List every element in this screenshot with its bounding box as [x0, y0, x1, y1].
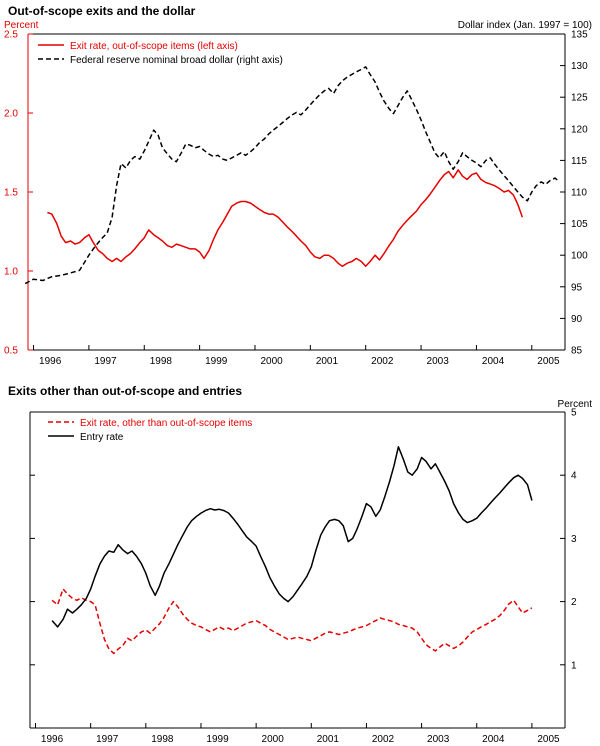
right-axis-unit-label-bottom: Percent [558, 399, 593, 410]
x-tick-label: 1998 [150, 356, 173, 367]
plot-area: 85 90 95 100 105 110 115 120 125 130 135 0.5 1.0 1.5 2… [4, 30, 588, 368]
plot-area: 1 2 3 4 5 1996 1997 1998 1999 2000 2001 2002 2003 200… [29, 408, 577, 745]
legend-label-exit-rate-other: Exit rate, other than out-of-scope items [80, 418, 252, 429]
right-tick-label: 105 [571, 219, 588, 230]
right-tick-label: 135 [571, 30, 588, 41]
legend: Exit rate, out-of-scope items (left axis… [38, 41, 283, 66]
right-tick-label: 4 [571, 471, 577, 482]
chart-title-top: Out-of-scope exits and the dollar [8, 4, 196, 18]
left-tick-label: 2.0 [4, 109, 18, 120]
right-tick-label: 3 [571, 534, 577, 545]
right-tick-label: 110 [571, 188, 587, 199]
x-tick-label: 2002 [372, 734, 395, 745]
left-axis-unit-label: Percent [4, 20, 39, 31]
x-tick-label: 1996 [39, 356, 62, 367]
legend-label-broad-dollar: Federal reserve nominal broad dollar (ri… [70, 55, 283, 66]
x-tick-label: 1999 [205, 356, 228, 367]
x-tick-label: 1996 [41, 734, 64, 745]
x-tick-label: 1997 [94, 356, 117, 367]
legend-label-exit-rate-out-of-scope: Exit rate, out-of-scope items (left axis… [70, 41, 238, 52]
right-tick-label: 2 [571, 597, 577, 608]
x-tick-label: 2004 [482, 356, 505, 367]
x-tick-label: 2005 [537, 734, 560, 745]
x-tick-label: 2003 [427, 356, 450, 367]
right-axis-unit-label: Dollar index (Jan. 1997 = 100) [458, 20, 592, 31]
series-line-federal-reserve-nominal-broad-dollar-right [24, 66, 560, 285]
series-line-entry-rate [51, 446, 533, 628]
right-tick-label: 115 [571, 156, 587, 167]
x-tick-label: 2001 [316, 356, 339, 367]
chart-title-bottom: Exits other than out-of-scope and entrie… [8, 384, 243, 398]
right-tick-label: 90 [571, 314, 583, 325]
right-tick-label: 1 [571, 660, 577, 671]
x-tick-label: 1998 [151, 734, 174, 745]
right-tick-label: 5 [571, 408, 577, 419]
right-tick-label: 130 [571, 61, 588, 72]
right-tick-label: 100 [571, 251, 588, 262]
top-chart-canvas: Percent Dollar index (Jan. 1997 = 100) 8… [4, 20, 592, 368]
right-tick-label: 125 [571, 93, 588, 104]
left-tick-label: 1.0 [4, 267, 18, 278]
x-tick-label: 2005 [537, 356, 560, 367]
bottom-chart-canvas: Percent 1 2 3 4 5 1996 1997 1998 1999 2000 2001 200… [29, 399, 593, 745]
right-tick-label: 120 [571, 124, 588, 135]
right-tick-label: 85 [571, 346, 583, 357]
left-tick-label: 1.5 [4, 188, 18, 199]
chart-other-exits-entries: Exits other than out-of-scope and entrie… [0, 380, 600, 746]
x-tick-label: 1997 [96, 734, 119, 745]
chart-out-of-scope-dollar: Out-of-scope exits and the dollar Percen… [0, 0, 600, 372]
legend-label-entry-rate: Entry rate [80, 432, 124, 443]
x-tick-label: 2001 [317, 734, 340, 745]
series-line-exit-rate-other-than-out-of-scope-items [51, 588, 533, 655]
series-line-exit-rate-out-of-scope-items-left-axis [47, 169, 524, 268]
legend: Exit rate, other than out-of-scope items… [48, 418, 252, 443]
x-tick-label: 1999 [206, 734, 229, 745]
x-tick-label: 2003 [427, 734, 450, 745]
x-tick-label: 2002 [371, 356, 394, 367]
right-tick-label: 95 [571, 282, 583, 293]
x-tick-label: 2004 [482, 734, 505, 745]
left-tick-label: 2.5 [4, 30, 18, 41]
x-tick-label: 2000 [260, 356, 283, 367]
left-tick-label: 0.5 [4, 346, 18, 357]
x-tick-label: 2000 [262, 734, 285, 745]
